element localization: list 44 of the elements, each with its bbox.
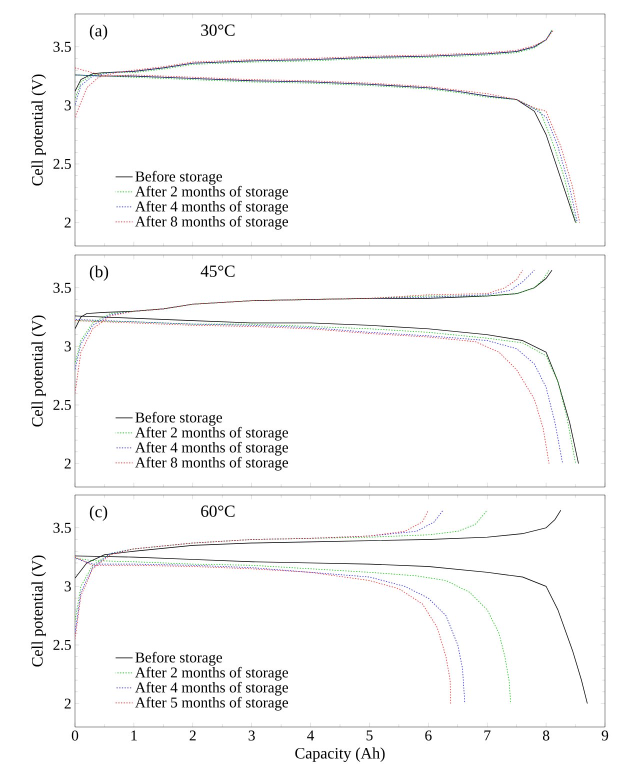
annotation: (a): [90, 24, 108, 40]
annotation: 45°C: [200, 265, 234, 277]
y-axis-title: Cell potential (V): [32, 74, 46, 186]
x-tick-label: 0: [72, 730, 78, 741]
x-tick-label: 3: [248, 730, 255, 741]
x-axis-title: Capacity (Ah): [295, 747, 385, 762]
legend-label: After 4 months of storage: [135, 442, 288, 456]
y-tick-label: 2.5: [53, 400, 71, 410]
y-tick-label: 3: [64, 341, 71, 352]
annotation: (b): [90, 265, 108, 281]
y-tick-label: 3.5: [54, 42, 71, 52]
x-tick-label: 6: [425, 730, 432, 741]
y-tick-label: 2: [64, 218, 71, 228]
legend-label: After 8 months of storage: [135, 216, 288, 230]
x-tick-label: 5: [366, 730, 373, 740]
legend-label: After 4 months of storage: [135, 682, 288, 696]
legend-label: After 2 months of storage: [135, 426, 288, 441]
y-tick-label: 3.5: [54, 522, 71, 533]
legend-label: After 4 months of storage: [135, 200, 288, 215]
y-tick-label: 3: [64, 581, 71, 592]
x-tick-label: 4: [307, 730, 314, 740]
legend-label: Before storage: [135, 412, 222, 426]
x-tick-label: 8: [542, 730, 550, 741]
y-tick-label: 3.5: [54, 282, 71, 293]
x-tick-label: 1: [131, 730, 137, 740]
y-axis-title: Cell potential (V): [32, 315, 46, 427]
legend-label: Before storage: [135, 652, 222, 666]
x-tick-label: 7: [484, 730, 491, 740]
legend-label: After 2 months of storage: [135, 186, 288, 200]
y-tick-label: 3: [64, 100, 71, 110]
annotation: 30°C: [201, 24, 234, 36]
y-axis-title: Cell potential (V): [32, 555, 46, 667]
y-tick-label: 2: [64, 698, 71, 709]
x-tick-label: 9: [602, 730, 608, 741]
legend-label: Before storage: [135, 170, 222, 185]
y-tick-label: 2.5: [53, 158, 71, 170]
y-tick-label: 2.5: [53, 640, 71, 650]
legend-label: After 8 months of storage: [135, 456, 288, 471]
x-tick-label: 2: [190, 730, 196, 740]
legend-label: After 2 months of storage: [135, 666, 288, 681]
y-tick-label: 2: [64, 458, 71, 469]
annotation: (c): [90, 505, 108, 521]
legend-label: After 5 months of storage: [135, 696, 288, 711]
annotation: 60°C: [201, 505, 234, 517]
